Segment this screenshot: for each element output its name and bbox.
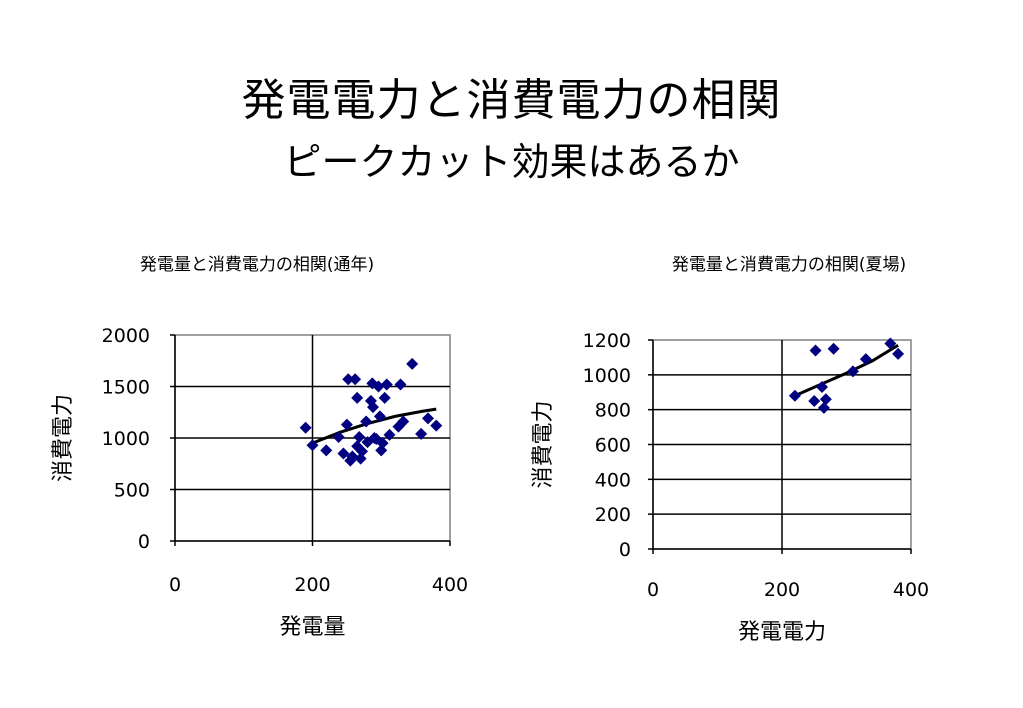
data-point <box>383 428 396 441</box>
data-point <box>332 430 345 443</box>
data-point <box>340 418 353 431</box>
chart-title: 発電量と消費電力の相関(夏場) <box>672 255 906 275</box>
data-point <box>360 415 373 428</box>
data-point <box>373 410 386 423</box>
data-point <box>337 447 350 460</box>
y-axis-label: 消費電力 <box>531 400 556 488</box>
y-tick-label: 200 <box>595 504 631 526</box>
x-axis-label: 発電量 <box>279 615 345 640</box>
data-point <box>342 373 355 386</box>
data-point <box>884 337 897 350</box>
x-tick-label: 400 <box>432 574 468 596</box>
data-point <box>346 450 359 463</box>
data-point <box>430 419 443 432</box>
data-point <box>353 430 366 443</box>
data-point <box>320 444 333 457</box>
x-axis-label: 発電電力 <box>738 620 826 645</box>
data-point <box>394 378 407 391</box>
data-point <box>819 393 832 406</box>
data-point <box>349 373 362 386</box>
y-tick-label: 1000 <box>102 428 150 450</box>
y-tick-label: 2000 <box>102 325 150 347</box>
y-tick-label: 0 <box>138 531 150 553</box>
data-point <box>827 342 840 355</box>
data-point <box>380 378 393 391</box>
x-tick-label: 200 <box>294 574 330 596</box>
data-point <box>422 412 434 425</box>
data-point <box>815 381 828 394</box>
data-point <box>859 353 872 366</box>
page-title: 発電電力と消費電力の相関 <box>241 75 782 126</box>
y-tick-label: 1500 <box>102 377 150 399</box>
data-point <box>846 365 859 378</box>
y-tick-label: 800 <box>595 400 631 422</box>
x-tick-label: 0 <box>169 574 181 596</box>
y-tick-label: 400 <box>595 469 631 491</box>
y-axis-label: 消費電力 <box>51 394 76 482</box>
data-point <box>809 344 822 357</box>
data-point <box>808 394 821 407</box>
data-point <box>356 445 368 458</box>
chart-title: 発電量と消費電力の相関(通年) <box>140 255 374 275</box>
data-point <box>376 437 389 450</box>
y-tick-label: 1200 <box>583 330 631 352</box>
x-tick-label: 200 <box>764 579 800 601</box>
data-point <box>892 347 905 360</box>
trend-line <box>794 343 899 398</box>
y-tick-label: 500 <box>114 480 150 502</box>
data-point <box>406 357 419 370</box>
data-point <box>397 415 410 428</box>
data-point <box>367 401 379 414</box>
x-tick-label: 0 <box>647 579 659 601</box>
x-tick-label: 400 <box>893 579 929 601</box>
data-point <box>378 391 391 404</box>
data-point <box>306 439 319 452</box>
y-tick-label: 0 <box>619 539 631 561</box>
data-point <box>788 389 801 402</box>
y-tick-label: 1000 <box>583 365 631 387</box>
data-point <box>351 391 364 404</box>
data-point <box>299 421 312 434</box>
page-subtitle: ピークカット効果はあるか <box>283 140 740 184</box>
y-tick-label: 600 <box>595 435 631 457</box>
data-point <box>415 427 428 440</box>
data-point <box>372 380 385 393</box>
data-point <box>817 401 830 414</box>
